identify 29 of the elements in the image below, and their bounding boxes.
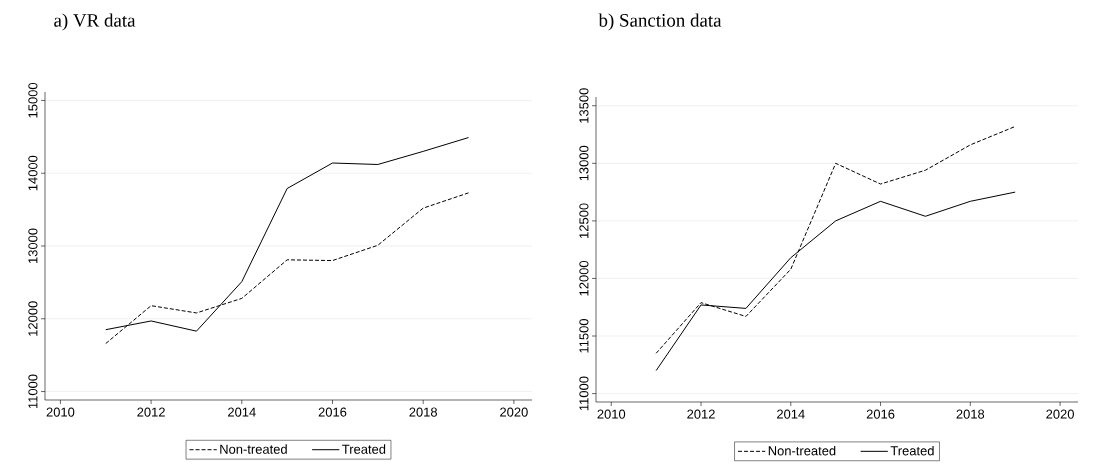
y-tick-label: 15000 (28, 82, 38, 118)
legend-label: Treated (342, 444, 386, 454)
y-tick-label: 14000 (28, 155, 38, 191)
legend-label: Non-treated (220, 444, 287, 454)
x-tick-label: 2016 (866, 409, 895, 419)
x-tick-label: 2014 (228, 407, 256, 417)
x-tick-label: 2020 (500, 407, 528, 417)
chart-title: a) VR data (54, 13, 136, 31)
x-tick-label: 2016 (318, 407, 347, 417)
y-tick-label: 13000 (28, 228, 38, 264)
y-tick-label: 12500 (579, 203, 589, 238)
y-tick-label: 13000 (579, 145, 589, 181)
y-tick-label: 11000 (579, 376, 589, 411)
x-tick-label: 2010 (46, 407, 75, 417)
y-tick-label: 11000 (28, 374, 38, 409)
y-tick-label: 12000 (579, 260, 589, 296)
x-tick-label: 2010 (597, 409, 626, 419)
x-tick-label: 2018 (409, 407, 438, 417)
x-tick-label: 2020 (1046, 409, 1074, 419)
y-tick-label: 12000 (28, 301, 38, 336)
x-tick-label: 2012 (687, 409, 715, 419)
x-tick-label: 2014 (777, 409, 805, 419)
y-tick-label: 11500 (579, 319, 589, 353)
chart-title: b) Sanction data (598, 13, 722, 31)
x-tick-label: 2012 (137, 407, 165, 417)
legend-label: Non-treated (768, 445, 836, 456)
y-tick-label: 13500 (579, 88, 589, 123)
legend-label: Treated (890, 445, 934, 456)
x-tick-label: 2018 (956, 409, 985, 419)
